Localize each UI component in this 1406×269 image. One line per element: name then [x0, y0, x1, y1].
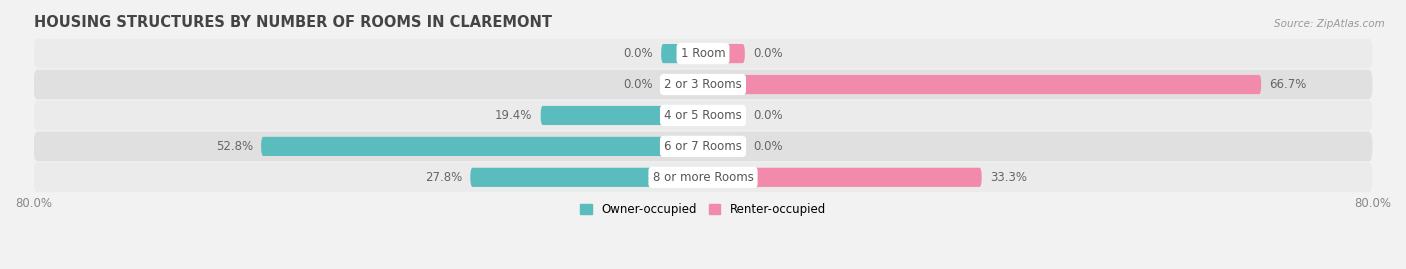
Text: 2 or 3 Rooms: 2 or 3 Rooms — [664, 78, 742, 91]
Legend: Owner-occupied, Renter-occupied: Owner-occupied, Renter-occupied — [575, 199, 831, 221]
Text: 33.3%: 33.3% — [990, 171, 1026, 184]
FancyBboxPatch shape — [262, 137, 703, 156]
FancyBboxPatch shape — [703, 137, 745, 156]
Text: 8 or more Rooms: 8 or more Rooms — [652, 171, 754, 184]
FancyBboxPatch shape — [703, 44, 745, 63]
Text: 4 or 5 Rooms: 4 or 5 Rooms — [664, 109, 742, 122]
Text: 6 or 7 Rooms: 6 or 7 Rooms — [664, 140, 742, 153]
Text: 1 Room: 1 Room — [681, 47, 725, 60]
FancyBboxPatch shape — [703, 106, 745, 125]
FancyBboxPatch shape — [541, 106, 703, 125]
FancyBboxPatch shape — [34, 132, 1372, 161]
Text: 0.0%: 0.0% — [623, 78, 652, 91]
FancyBboxPatch shape — [703, 75, 1261, 94]
Text: 66.7%: 66.7% — [1270, 78, 1308, 91]
FancyBboxPatch shape — [34, 39, 1372, 68]
Text: 0.0%: 0.0% — [754, 109, 783, 122]
FancyBboxPatch shape — [34, 162, 1372, 192]
Text: 27.8%: 27.8% — [425, 171, 463, 184]
Text: 0.0%: 0.0% — [754, 47, 783, 60]
FancyBboxPatch shape — [34, 101, 1372, 130]
FancyBboxPatch shape — [703, 168, 981, 187]
Text: 0.0%: 0.0% — [754, 140, 783, 153]
Text: 52.8%: 52.8% — [215, 140, 253, 153]
FancyBboxPatch shape — [661, 44, 703, 63]
Text: HOUSING STRUCTURES BY NUMBER OF ROOMS IN CLAREMONT: HOUSING STRUCTURES BY NUMBER OF ROOMS IN… — [34, 15, 551, 30]
Text: Source: ZipAtlas.com: Source: ZipAtlas.com — [1274, 19, 1385, 29]
FancyBboxPatch shape — [34, 70, 1372, 99]
Text: 0.0%: 0.0% — [623, 47, 652, 60]
FancyBboxPatch shape — [471, 168, 703, 187]
Text: 19.4%: 19.4% — [495, 109, 533, 122]
FancyBboxPatch shape — [661, 75, 703, 94]
